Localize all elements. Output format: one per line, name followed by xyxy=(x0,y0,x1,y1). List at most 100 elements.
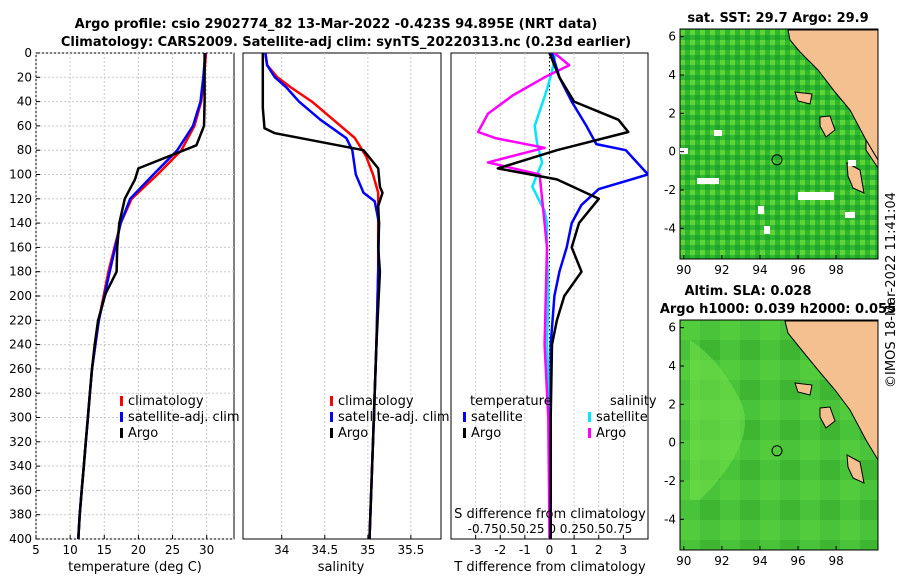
legend-swatch-argo xyxy=(330,428,333,438)
series-line-t-satellite xyxy=(549,53,648,539)
difference-xlabel: T difference from climatology xyxy=(453,560,646,575)
x-tick-label: 30 xyxy=(199,543,214,557)
y-tick-label: 260 xyxy=(9,362,32,376)
map-y-tick-label: -4 xyxy=(664,221,676,235)
sst-missing-data xyxy=(714,130,722,136)
x-tick-label: 2 xyxy=(595,543,603,557)
legend-swatch-climatology xyxy=(330,396,333,406)
x-tick-label: 35.5 xyxy=(398,543,425,557)
legend-swatch-satellite xyxy=(120,412,123,422)
sla-map-ticks: 90 92 94 96 98 6 4 2 0 -2 -4 xyxy=(664,321,844,568)
legend-satellite: satellite-adj. clim xyxy=(338,410,450,425)
x-tick-label: 15 xyxy=(97,543,112,557)
map-x-tick-label: 96 xyxy=(790,554,805,568)
salinity-ticks: 34 34.5 35 35.5 xyxy=(274,535,424,557)
map-x-tick-label: 92 xyxy=(714,263,729,277)
sst-map: sat. SST: 29.7 Argo: 29.9 90 92 94 96 98 6 4 2 0… xyxy=(664,11,879,277)
y-tick-label: 120 xyxy=(9,192,32,206)
difference-topticks: -0.750.50.25 0 0.250.50.75 xyxy=(468,522,633,536)
x-tick-label: 34 xyxy=(274,543,289,557)
map-y-tick-label: -4 xyxy=(664,512,676,526)
y-tick-label: 20 xyxy=(17,70,32,84)
map-x-tick-label: 98 xyxy=(828,554,843,568)
sst-land-island xyxy=(819,115,836,138)
temperature-ticks: 5 10 15 20 25 3002040608010012014016018020022… xyxy=(9,46,214,557)
map-y-tick-label: 0 xyxy=(668,145,676,159)
map-x-tick-label: 92 xyxy=(714,554,729,568)
map-x-tick-label: 94 xyxy=(752,554,767,568)
map-y-tick-label: 4 xyxy=(668,359,676,373)
figure-title-line1: Argo profile: csio 2902774_82 13-Mar-202… xyxy=(75,17,598,32)
y-tick-label: 160 xyxy=(9,240,32,254)
y-tick-label: 300 xyxy=(9,411,32,425)
legend-swatch-t-argo xyxy=(463,428,466,438)
sla-map-title2: Argo h1000: 0.039 h2000: 0.055 xyxy=(660,302,896,317)
y-tick-label: 220 xyxy=(9,313,32,327)
sla-land-island xyxy=(794,382,813,396)
legend-climatology: climatology xyxy=(128,394,204,409)
map-x-tick-label: 98 xyxy=(828,263,843,277)
sst-missing-data xyxy=(697,178,719,184)
sla-land-island xyxy=(819,406,836,429)
x-tick-label: 5 xyxy=(32,543,40,557)
sla-map-title1: Altim. SLA: 0.028 xyxy=(685,284,812,299)
sst-missing-data xyxy=(680,148,688,154)
legend-swatch-t-satellite xyxy=(463,412,466,422)
x-tick-label: 35 xyxy=(360,543,375,557)
y-tick-label: 340 xyxy=(9,459,32,473)
map-x-tick-label: 96 xyxy=(790,263,805,277)
map-y-tick-label: 2 xyxy=(668,106,676,120)
legend-argo: Argo xyxy=(338,426,368,441)
legend-satellite: satellite-adj. clim xyxy=(128,410,240,425)
legend-swatch-satellite xyxy=(330,412,333,422)
y-tick-label: 60 xyxy=(17,119,32,133)
y-tick-label: 360 xyxy=(9,483,32,497)
map-y-tick-label: 6 xyxy=(668,321,676,335)
legend-swatch-s-satellite xyxy=(588,412,591,422)
x-tick-label: 34.5 xyxy=(311,543,338,557)
salinity-panel: 34 34.5 35 35.5 salinity climatology satell… xyxy=(242,52,450,575)
map-y-tick-label: 0 xyxy=(668,436,676,450)
y-tick-label: 140 xyxy=(9,216,32,230)
series-line-s-argo xyxy=(476,53,571,539)
sla-anomaly-patch xyxy=(690,340,745,500)
y-tick-label: 100 xyxy=(9,168,32,182)
map-y-tick-label: -2 xyxy=(664,183,676,197)
legend-s-argo: Argo xyxy=(596,426,626,441)
y-tick-label: 240 xyxy=(9,338,32,352)
x-tick-label: 3 xyxy=(620,543,628,557)
salinity-lines xyxy=(261,53,384,539)
legend-climatology: climatology xyxy=(338,394,414,409)
sst-map-ticks: 90 92 94 96 98 6 4 2 0 -2 -4 xyxy=(664,30,844,277)
figure-title-line2: Climatology: CARS2009. Satellite-adj cli… xyxy=(61,35,631,50)
map-x-tick-label: 90 xyxy=(676,554,691,568)
sst-missing-data xyxy=(764,226,770,234)
x-tick-label: 10 xyxy=(62,543,77,557)
temperature-legend: climatology satellite-adj. clim Argo xyxy=(120,394,240,441)
map-y-tick-label: 6 xyxy=(668,30,676,44)
y-tick-label: 40 xyxy=(17,95,32,109)
salinity-xlabel: salinity xyxy=(318,560,365,575)
sst-land-island xyxy=(794,91,813,105)
map-x-tick-label: 94 xyxy=(752,263,767,277)
y-tick-label: 320 xyxy=(9,435,32,449)
difference-toplabel: S difference from climatology xyxy=(454,507,646,522)
legend-header-temperature: temperature xyxy=(470,394,552,409)
sla-land-sumatra xyxy=(784,320,879,462)
y-tick-label: 400 xyxy=(9,532,32,546)
y-tick-label: 380 xyxy=(9,508,32,522)
difference-lines xyxy=(476,53,648,539)
sst-map-title: sat. SST: 29.7 Argo: 29.9 xyxy=(687,11,868,26)
difference-panel: -3 -2 -1 0 1 2 3 T difference from climatology… xyxy=(450,52,657,575)
map-y-tick-label: -2 xyxy=(664,474,676,488)
sst-missing-data xyxy=(758,206,764,214)
difference-legend: temperature salinity satellite Argo sate… xyxy=(463,394,657,441)
series-line-argo xyxy=(77,53,206,539)
legend-swatch-argo xyxy=(120,428,123,438)
difference-ticks: -3 -2 -1 0 1 2 3 xyxy=(470,535,628,557)
legend-t-argo: Argo xyxy=(471,426,501,441)
sla-map: Altim. SLA: 0.028 Argo h1000: 0.039 h200… xyxy=(660,284,896,568)
sla-argo-marker xyxy=(771,445,783,457)
sst-missing-data xyxy=(848,160,856,166)
